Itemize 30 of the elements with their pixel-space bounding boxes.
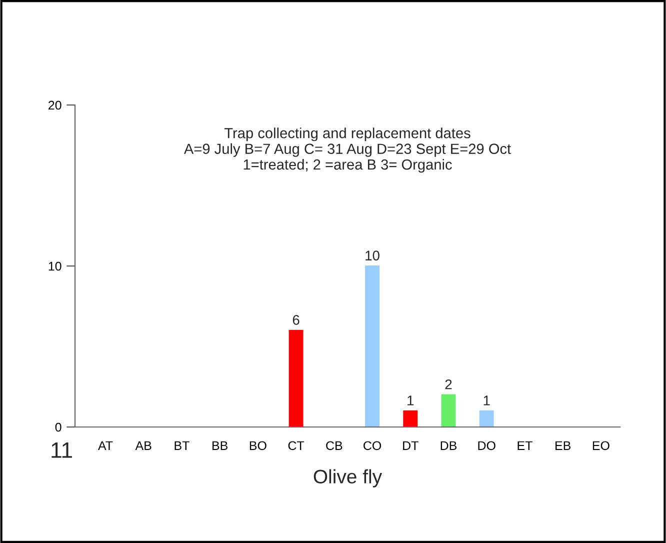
x-tick-label: BO xyxy=(250,441,266,450)
bar xyxy=(441,394,456,427)
x-tick-label: CT xyxy=(288,441,304,450)
x-tick-label: AT xyxy=(98,441,113,450)
data-label: 6 xyxy=(292,315,300,325)
data-label: 10 xyxy=(366,250,380,260)
y-tick-label: 10 xyxy=(48,262,62,271)
x-axis-title: Olive fly xyxy=(314,469,382,488)
text: 11 xyxy=(52,442,72,458)
y-tick-label: 20 xyxy=(48,100,62,110)
x-tick-label: BB xyxy=(212,441,228,450)
bar xyxy=(365,265,380,427)
bar xyxy=(403,410,418,427)
y-tick-label: 0 xyxy=(55,422,62,432)
x-tick-label: BT xyxy=(174,441,190,450)
data-label: 2 xyxy=(445,379,452,390)
bar xyxy=(288,330,304,427)
data-label: 1 xyxy=(408,396,414,406)
x-tick-label: EB xyxy=(556,441,571,450)
data-label: 1 xyxy=(484,396,490,406)
x-tick-label: ET xyxy=(518,441,532,450)
x-tick-label: DO xyxy=(478,441,496,450)
x-tick-label: DB xyxy=(440,441,457,450)
x-tick-label: DT xyxy=(403,441,418,450)
x-tick-label: CO xyxy=(364,441,382,450)
x-tick-label: AB xyxy=(135,441,152,450)
x-tick-label: EO xyxy=(592,441,610,450)
bar xyxy=(479,410,494,427)
x-tick-label: CB xyxy=(326,441,342,450)
annotation: Trap collecting and replacement dates A=9 July B=7 Aug C= 31 Aug D=23 Sept E=29 Oct 1=treated; 2 =area B 3= Organic xyxy=(184,128,511,173)
